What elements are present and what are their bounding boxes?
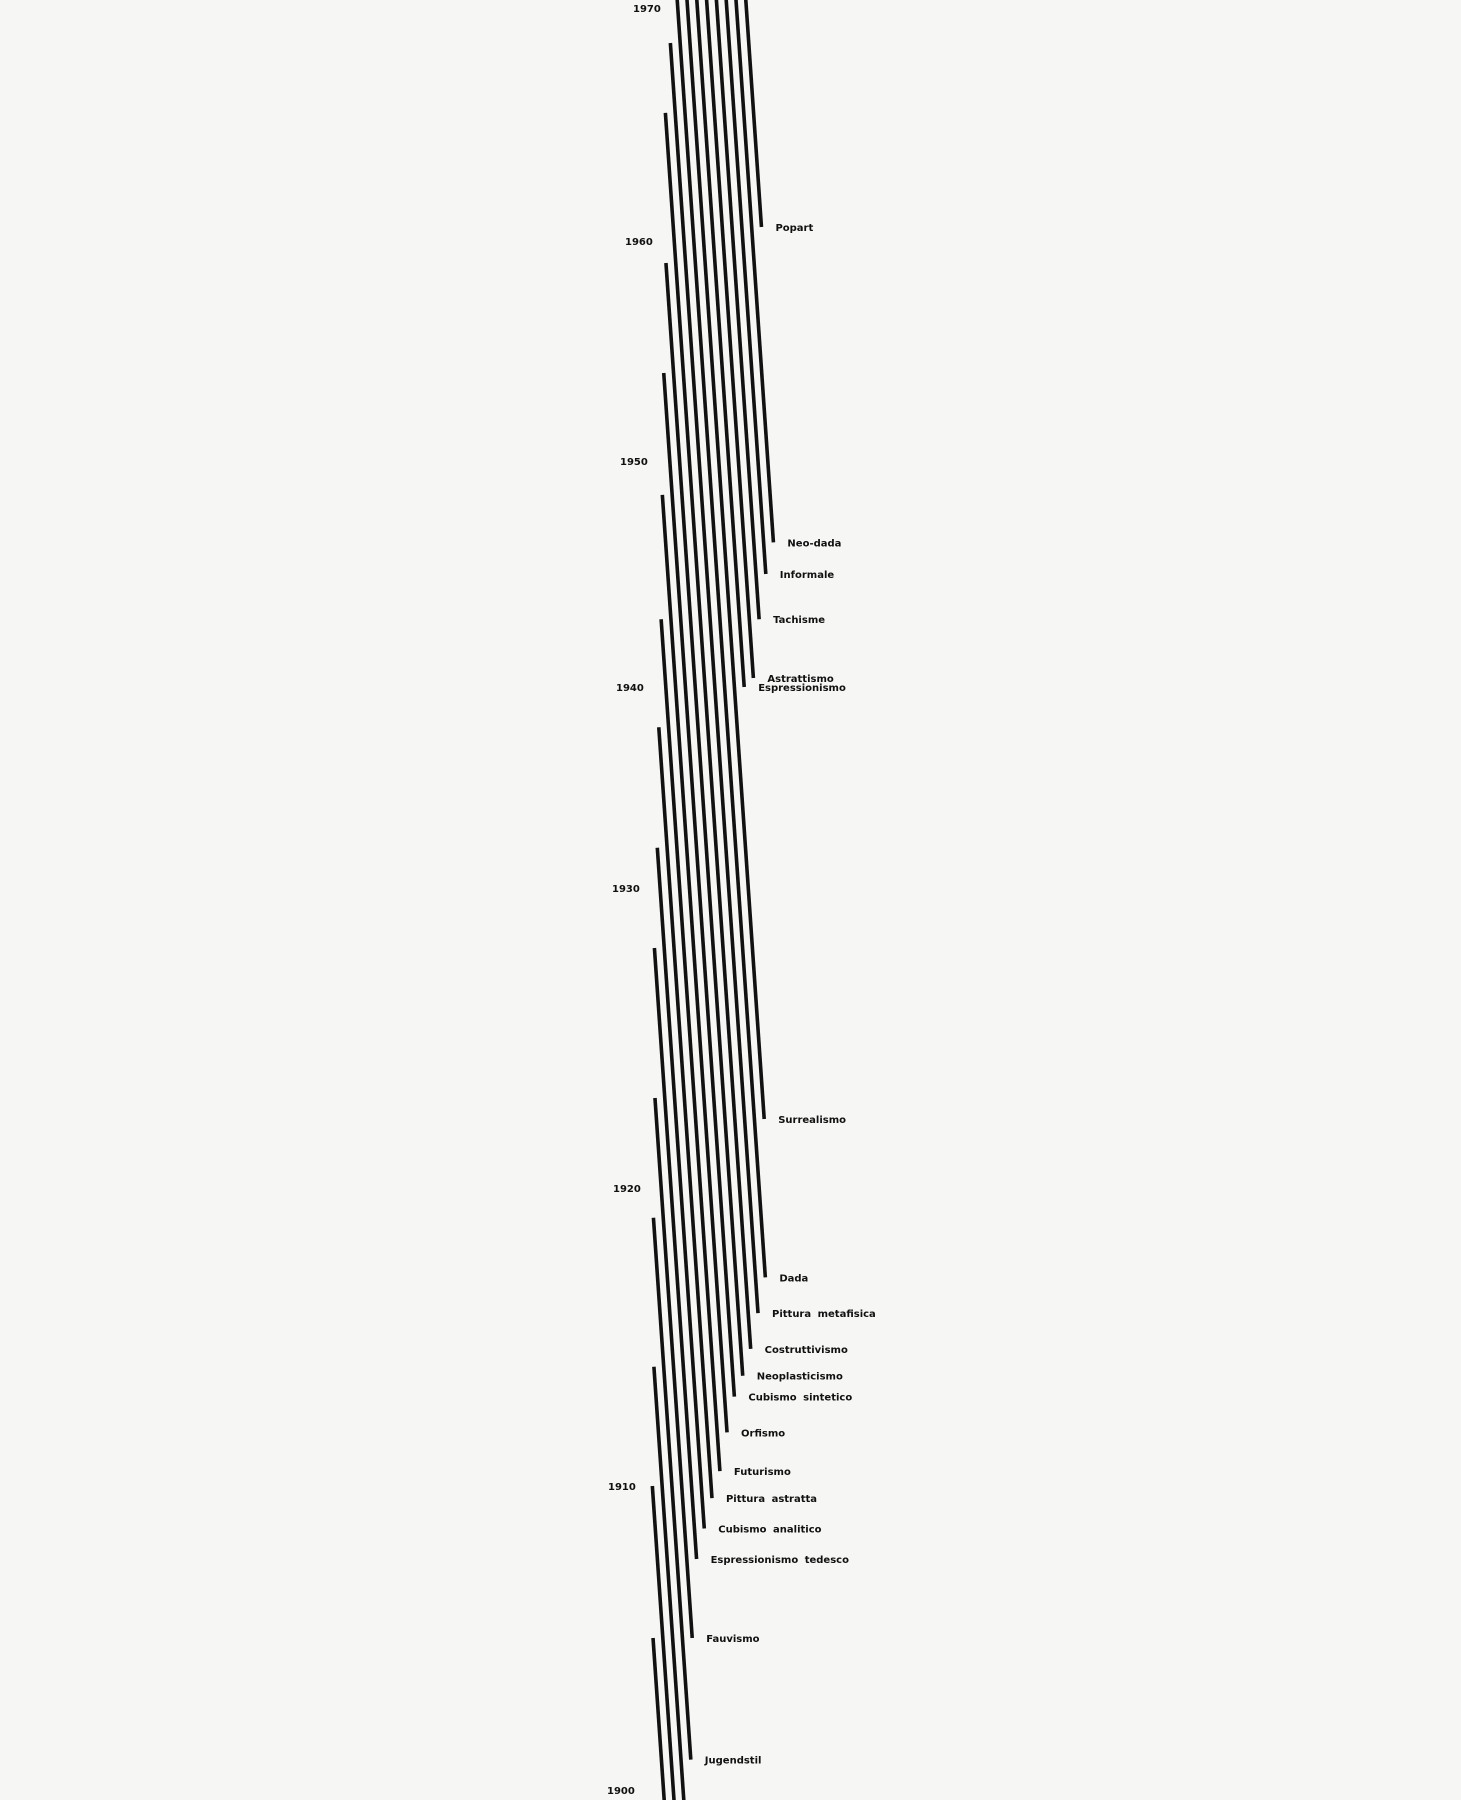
movement-line [704,0,756,679]
movement-line [664,262,745,1376]
movement-label: Cubismo sintetico [748,1393,852,1404]
movement-label: Jugendstil [704,1756,762,1767]
year-tick-label: 1920 [613,1184,641,1195]
year-tick-label: 1970 [633,4,661,15]
movement-line [734,0,776,543]
movement-label: Cubismo analitico [718,1525,821,1536]
movement-label: Pittura metafisica [772,1309,876,1320]
movement-label: Pittura astratta [726,1494,817,1505]
movement-line [656,727,714,1499]
movement-label: Neo-dada [787,538,841,549]
movement-label: Informale [780,570,835,581]
movement-line [653,1097,695,1639]
movement-line [651,1637,667,1800]
year-tick-label: 1910 [608,1482,636,1493]
movement-label: Orfismo [741,1428,785,1439]
movement-label: Neoplasticismo [757,1372,843,1383]
year-tick-label: 1930 [612,884,640,895]
movement-line [651,1217,693,1760]
movement-label: Surrealismo [778,1115,846,1126]
movement-line [650,1485,676,1800]
movement-line [685,0,767,1120]
year-tick-label: 1940 [616,683,644,694]
movement-line [675,0,768,1278]
movement-label: Popart [775,223,813,234]
movement-label: Costruttivismo [765,1345,848,1356]
movement-label: Futurismo [734,1467,791,1478]
movement-line [661,372,737,1397]
movement-label: Espressionismo tedesco [711,1555,850,1566]
movement-line [659,619,722,1472]
movement-label: Dada [779,1273,808,1284]
movement-line [663,112,753,1350]
year-tick-label: 1960 [625,237,653,248]
movement-line [714,0,761,620]
movement-line [724,0,768,575]
movement-line [743,0,764,228]
year-tick-label: 1900 [607,1786,635,1797]
movement-label: Fauvismo [706,1634,759,1645]
year-tick-label: 1950 [620,457,648,468]
movement-line [655,847,707,1529]
movement-line [694,0,746,688]
movement-label: Astrattismo [767,674,834,685]
movement-line [668,42,760,1314]
movement-line [660,494,729,1433]
movement-label: Espressionismo [758,683,846,694]
movement-label: Tachisme [773,615,825,626]
movement-line [652,947,699,1560]
movement-line [652,1366,686,1800]
